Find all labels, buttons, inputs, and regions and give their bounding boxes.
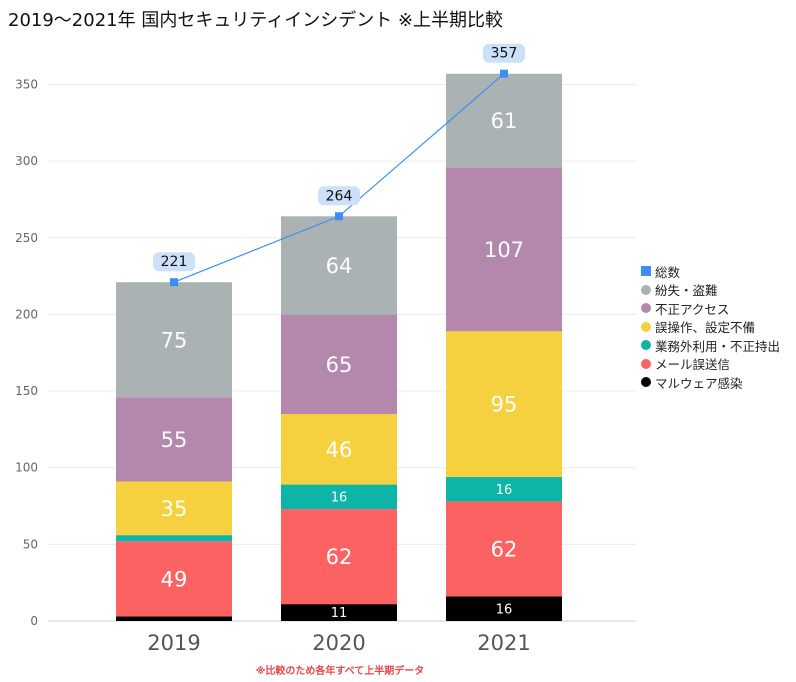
- x-tick-label: 2020: [312, 631, 365, 655]
- data-label: 11: [331, 606, 348, 621]
- bar-segment: [281, 604, 397, 621]
- data-label: 16: [496, 483, 513, 498]
- bar-segment: [116, 282, 232, 398]
- legend-swatch: [641, 266, 651, 277]
- legend-item: 誤操作、設定不備: [641, 318, 780, 337]
- x-tick-label: 2021: [477, 631, 530, 655]
- data-label: 95: [491, 393, 518, 417]
- footnote: ※比較のため各年すべて上半期データ: [255, 666, 425, 677]
- data-label: 65: [326, 353, 353, 377]
- data-label: 49: [161, 567, 188, 591]
- y-tick-label: 100: [15, 461, 38, 475]
- y-tick-label: 250: [15, 231, 38, 245]
- total-label-bg: [318, 186, 360, 206]
- bar-segment: [446, 73, 562, 168]
- y-tick-label: 150: [15, 384, 38, 398]
- legend-label: 紛失・盗難: [655, 283, 718, 299]
- total-point: [170, 278, 178, 287]
- data-label: 16: [331, 491, 348, 506]
- data-label: 64: [326, 254, 353, 278]
- total-label: 357: [491, 46, 518, 62]
- legend-swatch: [641, 321, 651, 332]
- y-axis-ticks: 0 50 100 150 200 250 300 350: [15, 77, 38, 628]
- total-label: 221: [161, 254, 188, 270]
- data-label: 62: [491, 538, 518, 562]
- legend-swatch: [641, 303, 651, 314]
- data-label: 107: [484, 238, 524, 262]
- data-label: 46: [326, 438, 353, 462]
- bar-segment: [116, 481, 232, 536]
- bar-segments: [116, 73, 562, 621]
- data-label: 75: [161, 328, 188, 352]
- bar-segment: [281, 509, 397, 605]
- total-label-bg: [153, 252, 195, 272]
- legend-swatch: [641, 358, 651, 369]
- legend-item: マルウェア感染: [641, 373, 780, 392]
- legend-item: 紛失・盗難: [641, 281, 780, 300]
- bar-segment: [116, 535, 232, 542]
- legend-swatch: [641, 284, 651, 295]
- legend-label: マルウェア感染: [655, 375, 743, 391]
- legend-label: 業務外利用・不正持出: [655, 338, 781, 354]
- x-axis-ticks: 2019 2020 2021: [147, 631, 530, 655]
- bar-segment: [281, 484, 397, 510]
- legend: 総数紛失・盗難不正アクセス誤操作、設定不備業務外利用・不正持出 メール誤送信 マルウ…: [641, 262, 780, 392]
- data-label: 35: [161, 497, 188, 521]
- y-tick-label: 0: [30, 614, 38, 628]
- y-tick-label: 350: [15, 77, 38, 91]
- bar-segment: [116, 541, 232, 617]
- bar-segment: [446, 476, 562, 502]
- total-point: [335, 212, 343, 221]
- total-point: [500, 69, 508, 78]
- x-tick-label: 2019: [147, 631, 200, 655]
- total-label: 264: [326, 188, 353, 204]
- bar-segment: [281, 216, 397, 315]
- total-label-bg: [483, 43, 525, 63]
- data-label: 55: [161, 428, 188, 452]
- legend-item: 不正アクセス: [641, 299, 780, 318]
- segment-labels: 49 35 55 75 11 62 16 46 65 64 16 62 16 95 107 61: [161, 109, 524, 621]
- y-tick-label: 200: [15, 307, 38, 321]
- legend-item: 総数: [641, 262, 780, 281]
- total-line: 221 264 357: [153, 43, 525, 287]
- bar-segment: [281, 414, 397, 485]
- bar-segment: [446, 596, 562, 621]
- legend-item: メール誤送信: [641, 355, 780, 374]
- legend-swatch: [641, 377, 651, 388]
- data-label: 16: [496, 602, 513, 617]
- legend-label: 誤操作、設定不備: [655, 320, 756, 336]
- legend-label: 総数: [655, 264, 681, 280]
- y-tick-label: 50: [23, 537, 38, 551]
- legend-label: 不正アクセス: [655, 301, 730, 317]
- bar-segment: [116, 616, 232, 621]
- bar-segment: [446, 331, 562, 477]
- y-tick-label: 300: [15, 154, 38, 168]
- chart-title: 2019〜2021年 国内セキュリティインシデント ※上半期比較: [8, 10, 504, 31]
- data-label: 61: [491, 109, 518, 133]
- data-label: 62: [326, 545, 353, 569]
- bar-segment: [446, 501, 562, 597]
- bar-segment: [116, 397, 232, 482]
- bar-segment: [281, 314, 397, 415]
- legend-item: 業務外利用・不正持出: [641, 336, 780, 355]
- legend-swatch: [641, 340, 651, 351]
- bar-segment: [446, 167, 562, 332]
- legend-label: メール誤送信: [655, 357, 731, 373]
